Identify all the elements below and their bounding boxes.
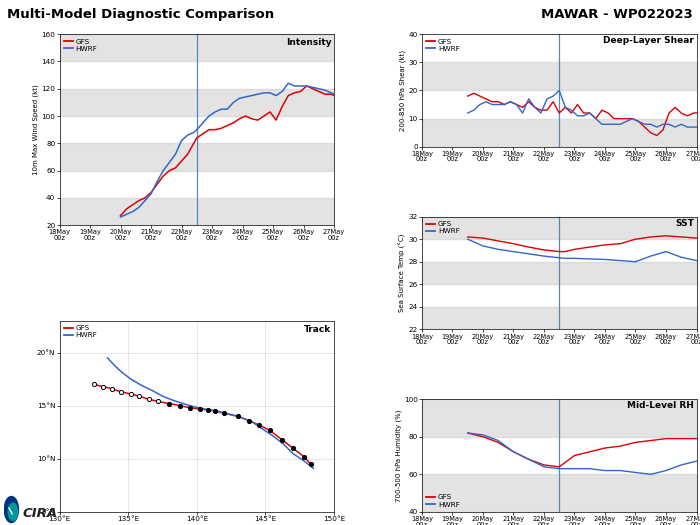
Bar xyxy=(422,474,696,512)
Bar xyxy=(422,62,696,90)
Text: Intensity: Intensity xyxy=(286,38,331,47)
Bar xyxy=(60,143,334,171)
Text: Deep-Layer Shear: Deep-Layer Shear xyxy=(603,36,694,45)
Text: Track: Track xyxy=(304,324,331,333)
Legend: GFS, HWRF: GFS, HWRF xyxy=(424,36,463,55)
Text: Multi-Model Diagnostic Comparison: Multi-Model Diagnostic Comparison xyxy=(7,8,274,21)
Text: SST: SST xyxy=(675,219,694,228)
Text: Mid-Level RH: Mid-Level RH xyxy=(627,402,694,411)
Bar xyxy=(422,217,696,239)
Circle shape xyxy=(8,503,18,520)
Legend: GFS, HWRF: GFS, HWRF xyxy=(424,491,463,510)
Bar xyxy=(422,399,696,437)
Y-axis label: Sea Surface Temp (°C): Sea Surface Temp (°C) xyxy=(399,234,407,312)
Text: CIRA: CIRA xyxy=(22,507,57,520)
Text: MAWAR - WP022023: MAWAR - WP022023 xyxy=(541,8,693,21)
Circle shape xyxy=(4,497,18,522)
Legend: GFS, HWRF: GFS, HWRF xyxy=(61,36,100,55)
Legend: GFS, HWRF: GFS, HWRF xyxy=(61,322,100,341)
Bar xyxy=(60,89,334,116)
Y-axis label: 200-850 hPa Shear (kt): 200-850 hPa Shear (kt) xyxy=(400,50,407,131)
Bar xyxy=(422,307,696,329)
Legend: GFS, HWRF: GFS, HWRF xyxy=(424,218,463,237)
Bar xyxy=(422,119,696,147)
Bar xyxy=(422,262,696,284)
Bar xyxy=(60,34,334,61)
Y-axis label: 700-500 hPa Humidity (%): 700-500 hPa Humidity (%) xyxy=(395,410,402,502)
Y-axis label: 10m Max Wind Speed (kt): 10m Max Wind Speed (kt) xyxy=(33,85,39,175)
Bar xyxy=(60,198,334,225)
